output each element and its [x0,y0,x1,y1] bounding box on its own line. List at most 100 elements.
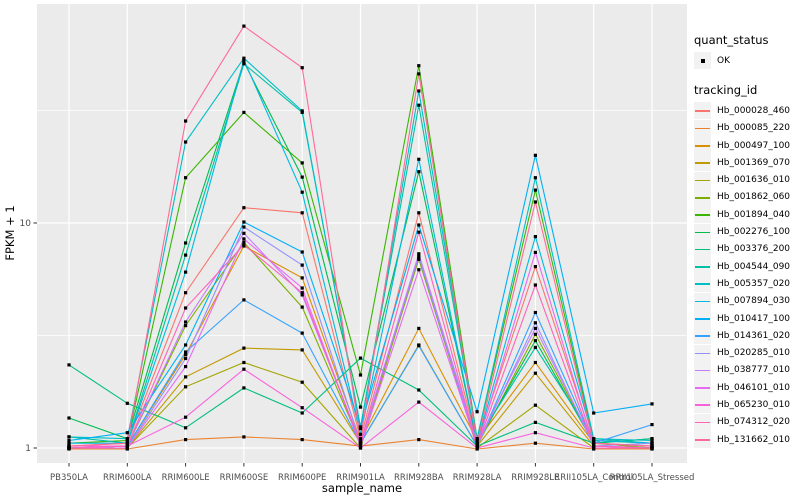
data-point [125,446,129,450]
y-tick-labels: 1 10 [20,219,32,454]
legend-item-label: Hb_131662_010 [717,434,791,445]
data-point [300,263,304,267]
legend-key-box [694,154,711,172]
legend-key-box [694,137,711,155]
legend-key-box [694,327,711,345]
legend-line-swatch [695,248,710,251]
legend-line-swatch [695,352,710,355]
legend-item-label: Hb_065230_010 [717,399,791,410]
data-point [417,388,421,392]
legend-key-box [694,102,711,120]
data-point [242,237,246,241]
legend-item-label: Hb_001636_010 [717,175,791,186]
legend-item-Hb_065230_010: Hb_065230_010 [694,396,800,414]
x-tick-label: RRIM600SE [220,473,269,483]
data-point [475,446,479,450]
data-point [300,406,304,410]
data-point [592,444,596,448]
data-point [184,140,188,144]
data-point [242,367,246,371]
x-tick-label: PB350LA [50,473,88,483]
legend-item-label: Hb_000497_100 [717,140,791,151]
legend-line-swatch [695,283,710,285]
x-tick-label: RRII105LA_Control [554,473,633,483]
data-point [650,423,654,427]
data-point [184,438,188,442]
data-point [242,298,246,302]
data-point [67,416,71,420]
data-point [533,188,537,192]
data-point [125,441,129,445]
data-point [184,385,188,389]
legend-key-box [694,344,711,362]
legend-key-box [694,119,711,137]
data-point [533,265,537,269]
data-point [475,438,479,443]
data-point [242,231,246,235]
data-point [242,24,246,28]
data-point [533,431,537,435]
grid-minor [37,110,687,336]
data-point [358,441,363,445]
data-point [650,438,654,443]
data-point [300,286,304,290]
data-point [592,441,596,445]
data-point [533,200,537,204]
legend-line-swatch [695,179,710,182]
legend-item-Hb_014361_020: Hb_014361_020 [694,327,800,345]
data-point [533,360,537,365]
data-point [184,176,188,180]
legend-item-Hb_000497_100: Hb_000497_100 [694,137,800,155]
legend-line-swatch [695,318,710,320]
data-point [650,437,654,441]
data-point [67,446,71,450]
data-point [242,243,246,247]
data-point [300,66,304,70]
data-point [184,426,188,430]
data-point [417,211,421,215]
legend-key-box [694,52,711,70]
legend-key-box [694,188,711,206]
x-tick-label: RRIM901LA [336,473,385,483]
x-tick-labels: PB350LA RRIM600LA RRIM600LE RRIM600SE RRIM60… [50,473,694,483]
data-point [417,252,421,256]
data-point [475,441,479,445]
legend-item-Hb_000028_460: Hb_000028_460 [694,102,800,120]
data-point [184,343,188,347]
legend-key-box [694,292,711,310]
data-point [417,326,421,330]
data-point [358,437,363,441]
data-point [533,420,537,424]
data-point [300,161,304,165]
legend-item-Hb_001862_060: Hb_001862_060 [694,188,800,206]
legend-key-box [694,379,711,397]
data-point [300,305,304,309]
data-point [242,206,246,210]
data-point [184,253,188,257]
data-point [242,240,246,244]
data-point [242,60,246,64]
legend-item-label: Hb_020285_010 [717,348,791,359]
legend-item-label: Hb_007894_030 [717,296,791,307]
data-point [592,446,596,450]
data-point [125,401,129,405]
legend-item-Hb_004544_090: Hb_004544_090 [694,258,800,276]
x-tick-label: RRIM928BA [394,473,444,483]
data-points [67,24,654,451]
legend-item-label: Hb_000085_220 [717,123,791,134]
legend-item-label: Hb_001862_060 [717,192,791,203]
data-point [242,346,246,350]
data-point [242,386,246,390]
data-point [417,72,421,76]
legend-item-Hb_000085_220: Hb_000085_220 [694,119,800,137]
legend-item-Hb_003376_200: Hb_003376_200 [694,240,800,258]
data-point [417,223,421,227]
data-point [358,373,363,377]
data-point [300,411,304,415]
data-point [300,331,304,335]
data-point [592,411,596,415]
data-point [592,438,596,443]
legend-item-Hb_005357_020: Hb_005357_020 [694,275,800,293]
x-tick-label: RRIM928LE [511,473,559,483]
legend-key-box [694,223,711,241]
